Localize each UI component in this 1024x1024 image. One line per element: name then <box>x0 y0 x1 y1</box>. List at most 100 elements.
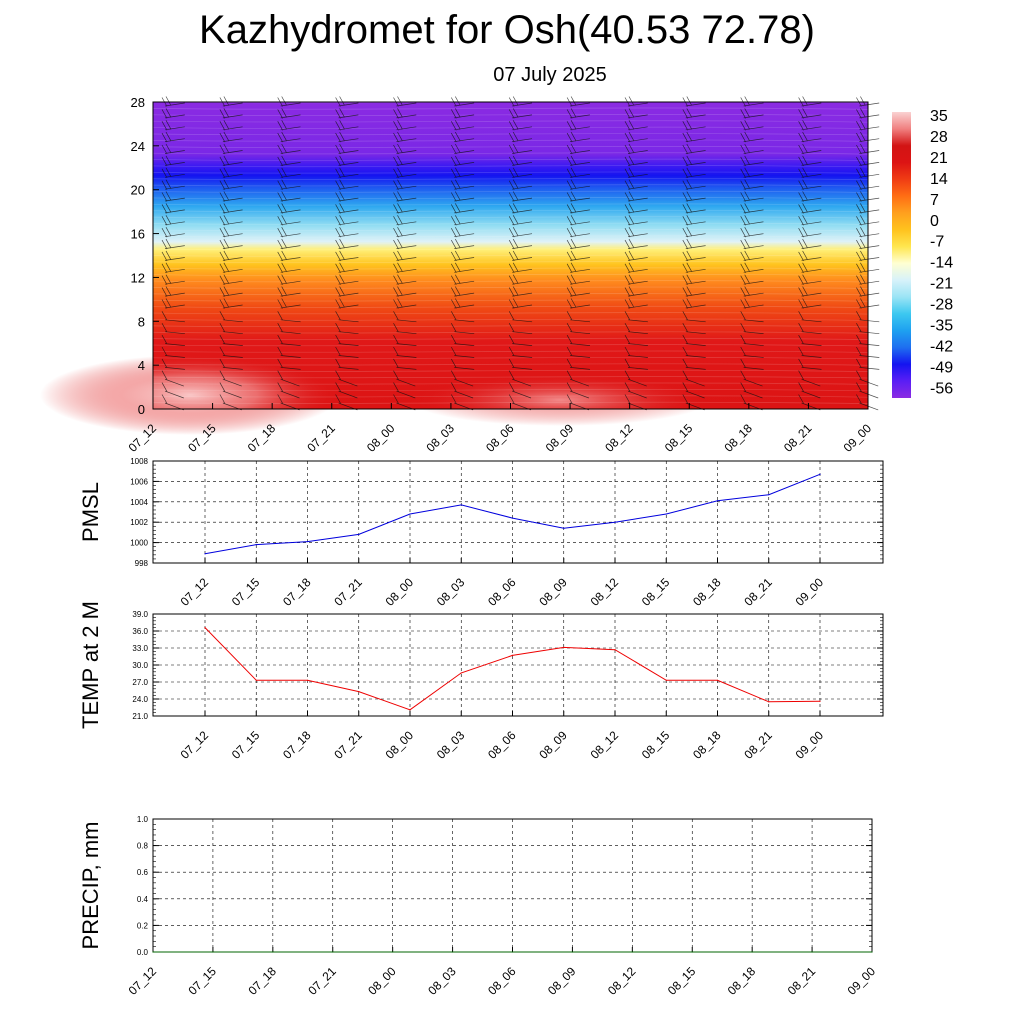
wind-barb <box>219 370 242 387</box>
contour-line <box>152 273 869 277</box>
contour-line <box>152 312 869 315</box>
wind-barb <box>566 323 591 335</box>
wind-barb <box>277 262 301 273</box>
data-point <box>511 654 514 656</box>
contour-line <box>152 235 869 238</box>
wind-barb <box>566 215 590 226</box>
wind-barb <box>335 131 359 143</box>
wind-barb <box>219 215 243 226</box>
wind-barb <box>682 120 706 131</box>
x-tick-label: 08_12 <box>605 964 639 998</box>
wind-barb <box>740 179 764 190</box>
wind-barb <box>740 370 763 387</box>
wind-barb <box>624 323 648 335</box>
contour-line <box>152 158 869 161</box>
wind-barb <box>219 250 243 262</box>
contour-line <box>152 299 869 302</box>
wind-barb <box>393 286 417 297</box>
contour-line <box>152 222 869 225</box>
x-tick-label: 07_12 <box>126 964 160 998</box>
y-tick-label: 4 <box>138 358 145 373</box>
wind-barb <box>682 370 705 387</box>
wind-barb <box>335 238 359 250</box>
colorbar-tick-label: -35 <box>930 318 953 335</box>
wind-barb <box>856 155 880 167</box>
data-point <box>511 517 514 519</box>
wind-barb <box>335 323 359 335</box>
wind-barb <box>682 143 706 155</box>
wind-barb <box>219 167 243 178</box>
x-tick-label: 08_18 <box>721 421 755 455</box>
wind-barb <box>508 298 533 309</box>
wind-barb <box>798 227 822 238</box>
wind-barb <box>508 262 533 273</box>
wind-barb <box>161 108 185 119</box>
wind-barb <box>335 155 359 167</box>
wind-barb <box>161 382 184 399</box>
wind-barb <box>740 262 764 273</box>
wind-barb <box>450 191 475 202</box>
wind-barb <box>740 358 764 370</box>
wind-barb <box>335 215 359 226</box>
data-point <box>614 521 616 523</box>
wind-barb <box>566 143 590 155</box>
y-tick-label: 20 <box>131 183 145 198</box>
wind-barb <box>798 323 822 335</box>
wind-barb <box>624 120 648 131</box>
contour-line <box>152 152 869 155</box>
wind-barb <box>624 334 648 346</box>
colorbar-tick-label: 0 <box>930 213 939 230</box>
wind-barb <box>566 131 590 143</box>
wind-barb <box>508 143 533 155</box>
x-tick-label: 08_09 <box>543 421 577 455</box>
wind-barb <box>798 179 822 190</box>
wind-barb <box>566 334 591 346</box>
contour-line <box>152 254 869 257</box>
y-tick-label: 1008 <box>130 457 148 466</box>
wind-barb <box>277 334 301 346</box>
y-tick-label: 0.0 <box>137 948 149 957</box>
wind-barb <box>508 179 533 190</box>
wind-barb <box>798 346 822 358</box>
wind-barb <box>219 143 243 155</box>
wind-barb <box>682 311 706 323</box>
wind-barb <box>161 323 185 335</box>
contour-line <box>152 357 869 360</box>
wind-barb <box>566 120 590 131</box>
wind-barb <box>219 203 243 214</box>
x-tick-label: 09_00 <box>793 728 827 762</box>
wind-barb <box>450 227 475 238</box>
contour-line <box>152 165 869 168</box>
wind-barb <box>508 250 533 262</box>
data-point <box>665 679 667 681</box>
wind-barb <box>219 131 243 143</box>
wind-barb <box>566 311 591 323</box>
y-tick-label: 36.0 <box>132 627 148 636</box>
data-point <box>392 951 394 953</box>
wind-barb <box>161 346 185 358</box>
wind-barb <box>798 370 821 387</box>
wind-barb <box>335 227 359 238</box>
wind-barb <box>508 323 533 335</box>
wind-barb <box>393 191 417 202</box>
data-point <box>716 679 719 681</box>
wind-barb <box>277 203 301 214</box>
data-point <box>665 513 667 515</box>
x-tick-label: 07_15 <box>229 575 263 609</box>
wind-barb <box>335 334 359 346</box>
wind-barb <box>219 298 243 309</box>
wind-barb <box>393 358 417 370</box>
wind-barb <box>856 382 879 399</box>
y-tick-label: 12 <box>131 270 145 285</box>
contour-line <box>152 376 869 379</box>
x-tick-label: 08_18 <box>725 964 759 998</box>
y-tick-label: 21.0 <box>132 712 148 721</box>
x-tick-label: 07_18 <box>245 964 279 998</box>
wind-barb <box>798 120 822 131</box>
wind-barb <box>161 131 185 143</box>
wind-barb <box>624 143 648 155</box>
wind-barb <box>798 358 822 370</box>
wind-barb <box>740 298 764 309</box>
wind-barb <box>682 238 706 250</box>
